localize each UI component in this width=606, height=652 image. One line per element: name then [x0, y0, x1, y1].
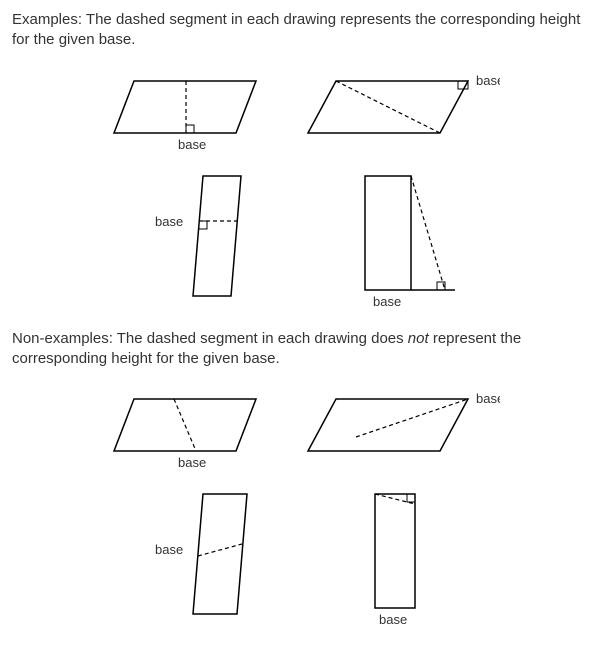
nonexamples-prefix: Non-examples: The dashed segment in each… [12, 330, 408, 347]
fig-ex1: base [106, 63, 276, 158]
nonexamples-row-1: base base [12, 381, 594, 476]
fig-ex2: base [300, 63, 500, 158]
svg-text:base: base [155, 542, 183, 557]
svg-text:base: base [379, 612, 407, 627]
nonexamples-row-2: base base [12, 484, 594, 634]
examples-row-1: base base [12, 63, 594, 158]
nonexamples-text: Non-examples: The dashed segment in each… [12, 329, 594, 370]
examples-text: Examples: The dashed segment in each dra… [12, 10, 594, 51]
svg-text:base: base [155, 214, 183, 229]
svg-text:base: base [373, 294, 401, 309]
fig-ex4: base [315, 166, 475, 321]
fig-nex2: base [300, 381, 500, 476]
svg-text:base: base [476, 391, 500, 406]
fig-nex4: base [315, 484, 475, 634]
nonexamples-em: not [408, 330, 429, 347]
svg-text:base: base [178, 455, 206, 470]
fig-nex3: base [131, 484, 291, 624]
examples-row-2: base base [12, 166, 594, 321]
svg-text:base: base [476, 73, 500, 88]
svg-text:base: base [178, 137, 206, 152]
fig-ex3: base [131, 166, 291, 316]
fig-nex1: base [106, 381, 276, 476]
